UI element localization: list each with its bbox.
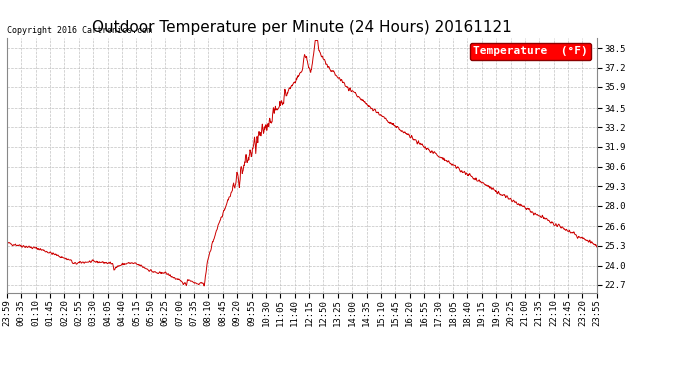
Title: Outdoor Temperature per Minute (24 Hours) 20161121: Outdoor Temperature per Minute (24 Hours… (92, 20, 512, 35)
Legend: Temperature  (°F): Temperature (°F) (470, 43, 591, 60)
Text: Copyright 2016 Cartronics.com: Copyright 2016 Cartronics.com (7, 26, 152, 35)
